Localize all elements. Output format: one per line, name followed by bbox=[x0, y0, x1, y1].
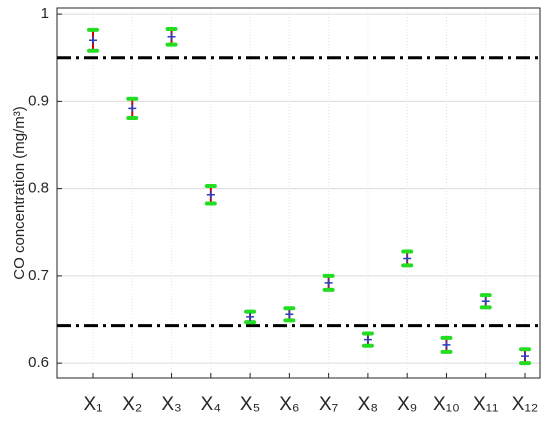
y-tick-label: 0.9 bbox=[28, 92, 49, 109]
x-tick-label: X₇ bbox=[319, 394, 338, 415]
mean-marker bbox=[363, 335, 372, 344]
x-tick-label: X₄ bbox=[201, 394, 222, 415]
mean-marker bbox=[246, 312, 255, 321]
x-tick-label: X₁₂ bbox=[512, 394, 538, 415]
mean-marker bbox=[403, 254, 412, 263]
x-tick-label: X₈ bbox=[358, 394, 379, 415]
x-tick-label: X₉ bbox=[397, 394, 417, 415]
mean-marker bbox=[442, 340, 451, 349]
plot-frame bbox=[56, 7, 541, 379]
mean-marker bbox=[128, 104, 137, 113]
x-tick-label: X₁ bbox=[83, 394, 102, 415]
y-tick-label: 0.8 bbox=[28, 180, 49, 197]
x-tick-label: X₁₀ bbox=[433, 394, 460, 415]
mean-marker bbox=[481, 297, 490, 306]
x-tick-label: X₆ bbox=[279, 394, 299, 415]
mean-marker bbox=[521, 352, 529, 361]
y-tick-label: 0.6 bbox=[28, 354, 49, 371]
x-tick-label: X₂ bbox=[122, 394, 142, 415]
x-tick-label: X₁₁ bbox=[473, 394, 499, 415]
mean-marker bbox=[324, 278, 333, 287]
x-tick-label: X₅ bbox=[240, 394, 260, 415]
mean-marker bbox=[206, 190, 215, 199]
x-tick-label: X₃ bbox=[161, 394, 181, 415]
mean-marker bbox=[285, 310, 294, 319]
mean-marker bbox=[167, 32, 176, 41]
mean-marker bbox=[89, 36, 97, 45]
y-axis-label: CO concentration (mg/m³) bbox=[11, 106, 28, 279]
y-tick-label: 1 bbox=[41, 5, 49, 22]
y-tick-label: 0.7 bbox=[28, 267, 49, 284]
